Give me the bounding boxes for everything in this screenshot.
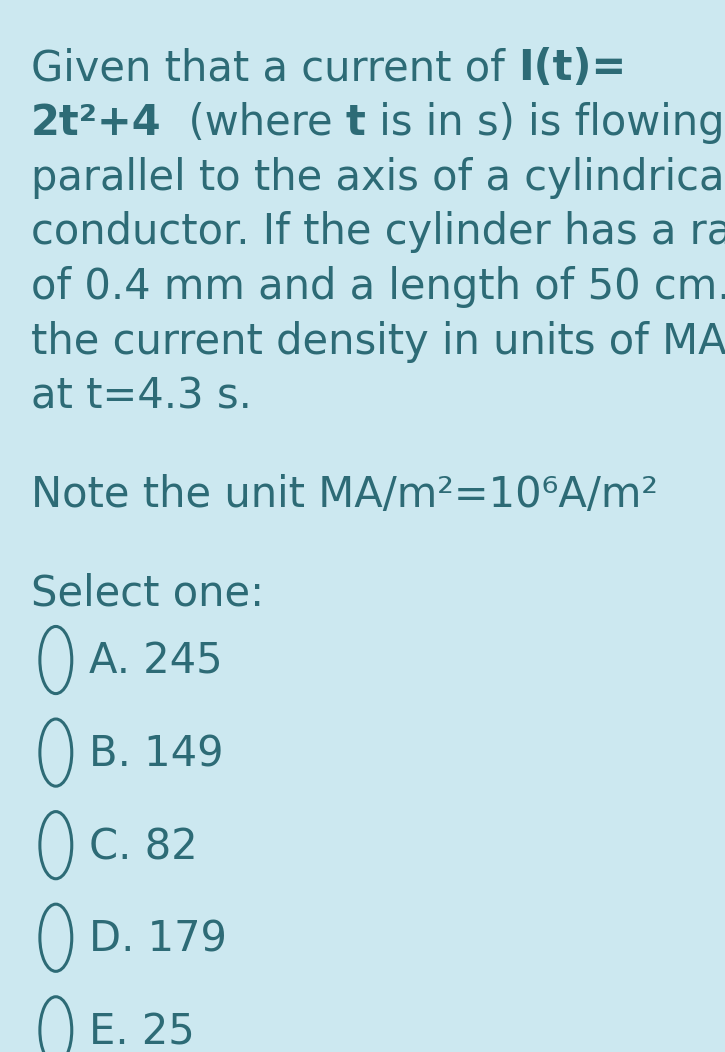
Text: (where: (where	[162, 102, 346, 144]
Text: A. 245: A. 245	[88, 641, 223, 683]
Text: D. 179: D. 179	[88, 918, 226, 960]
Text: Note the unit MA/m²=10⁶A/m²: Note the unit MA/m²=10⁶A/m²	[31, 474, 658, 517]
Text: I(t)=: I(t)=	[518, 47, 626, 89]
Text: conductor. If the cylinder has a radius: conductor. If the cylinder has a radius	[31, 211, 725, 254]
Text: Select one:: Select one:	[31, 572, 265, 614]
Text: of 0.4 mm and a length of 50 cm. Find: of 0.4 mm and a length of 50 cm. Find	[31, 266, 725, 308]
Text: C. 82: C. 82	[88, 826, 197, 868]
Text: 2t²+4: 2t²+4	[31, 102, 162, 144]
Text: E. 25: E. 25	[88, 1011, 194, 1052]
Text: at t=4.3 s.: at t=4.3 s.	[31, 376, 252, 418]
Text: is in s) is flowing: is in s) is flowing	[365, 102, 724, 144]
Text: parallel to the axis of a cylindrical: parallel to the axis of a cylindrical	[31, 157, 725, 199]
Text: Given that a current of: Given that a current of	[31, 47, 518, 89]
Text: the current density in units of MA/m²: the current density in units of MA/m²	[31, 321, 725, 363]
Text: t: t	[346, 102, 365, 144]
Text: B. 149: B. 149	[88, 733, 223, 775]
